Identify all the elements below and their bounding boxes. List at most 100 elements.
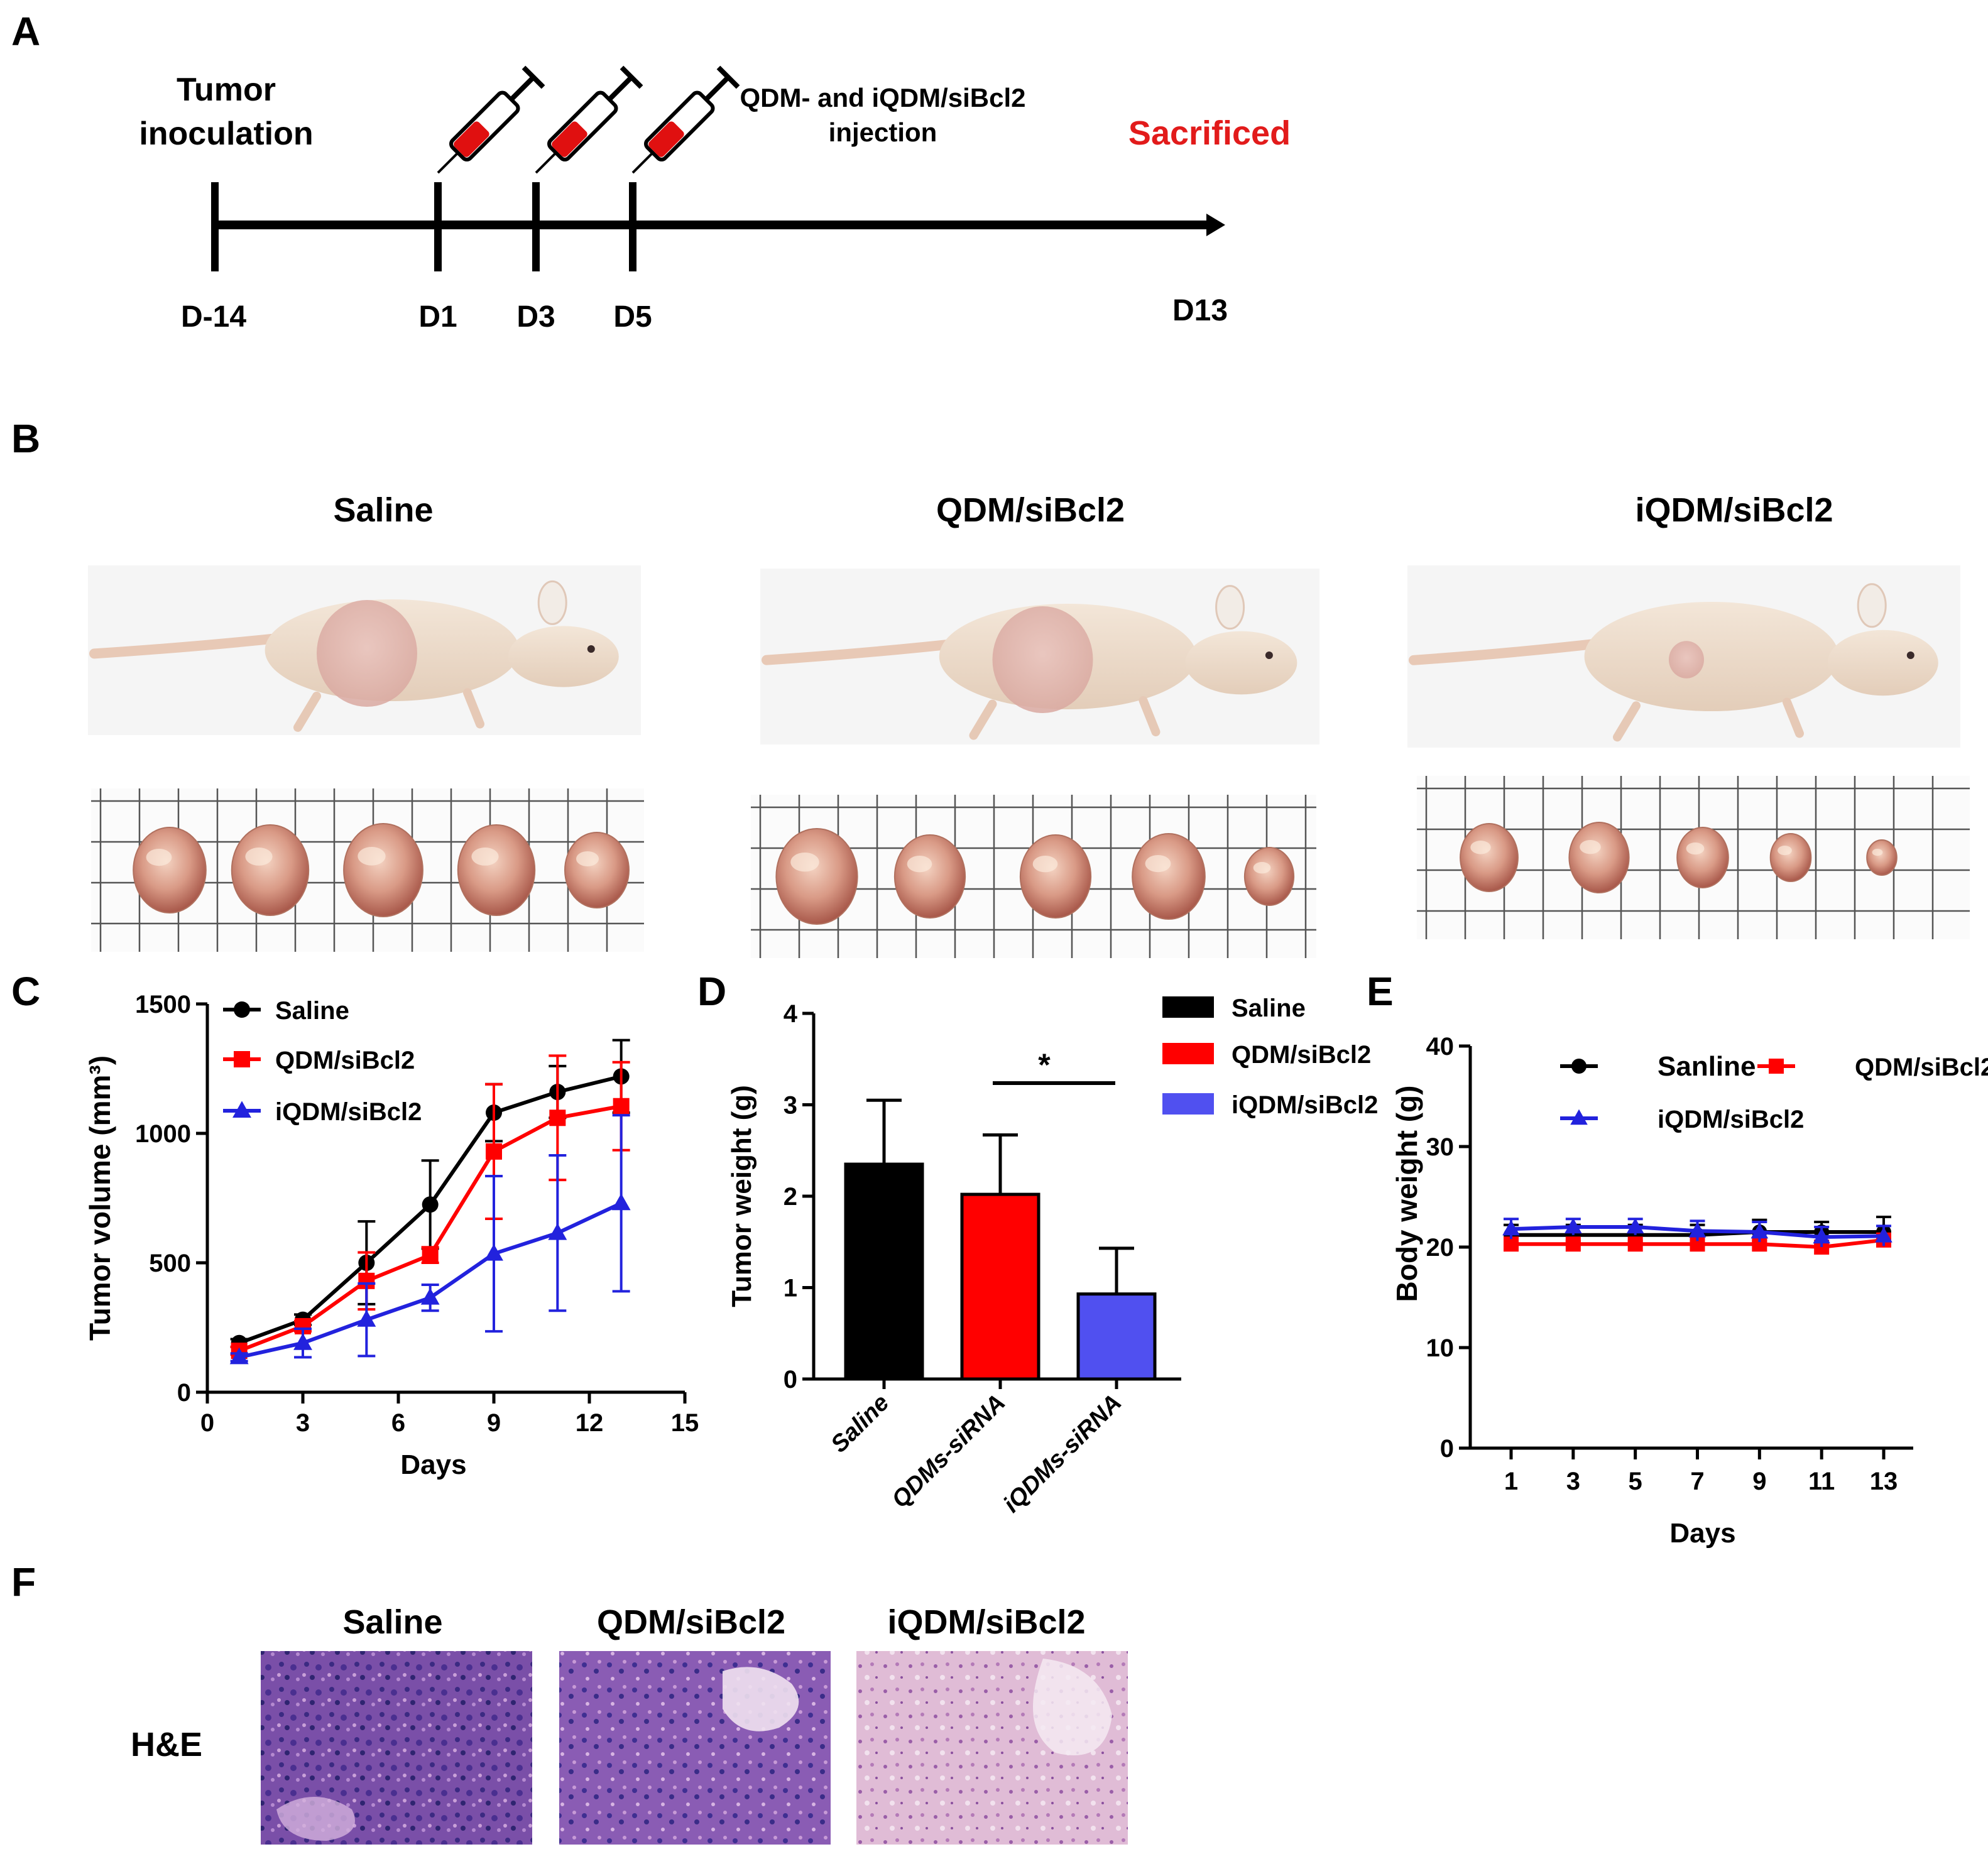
sacrificed-label: Sacrificed	[1128, 114, 1291, 152]
photo-group-title-qdm: QDM/siBcl2	[936, 491, 1125, 529]
data-point	[1750, 1223, 1769, 1239]
x-tick-label: 5	[1629, 1468, 1642, 1495]
x-tick-label: 11	[1808, 1468, 1835, 1495]
legend-marker	[234, 1001, 250, 1018]
legend-label: QDM/siBcl2	[1232, 1041, 1371, 1069]
x-tick-label: 9	[1752, 1468, 1766, 1495]
syringe-icon	[535, 65, 643, 174]
mouse-head	[508, 626, 619, 687]
x-tick-label: Saline	[826, 1390, 895, 1458]
x-tick-label: 13	[1870, 1468, 1898, 1495]
tumor	[1460, 823, 1519, 892]
tumor-grid-photo	[91, 788, 644, 952]
tumor	[343, 823, 423, 917]
timeline-label-d1: D1	[418, 300, 457, 334]
data-point	[293, 1333, 312, 1350]
mouse-eye	[1265, 651, 1273, 659]
mouse-ear	[1857, 583, 1887, 628]
y-tick-label: 4	[784, 1000, 798, 1028]
data-point	[549, 1109, 566, 1126]
timeline-label-d13: D13	[1172, 294, 1228, 327]
legend-swatch	[1162, 1043, 1214, 1064]
legend-swatch	[1162, 996, 1214, 1018]
tumor-highlight	[1686, 842, 1705, 855]
panel-label-c: C	[11, 969, 40, 1014]
x-tick-label: 6	[391, 1409, 405, 1437]
histology-row-label: H&E	[131, 1726, 202, 1764]
mouse-leg	[969, 699, 997, 740]
tumor-highlight	[1032, 856, 1058, 873]
y-axis-label: Tumor volume (mm³)	[84, 1055, 116, 1341]
data-point	[422, 1246, 439, 1263]
legend-label: QDM/siBcl2	[1855, 1054, 1988, 1081]
histology-stroma-region	[1033, 1659, 1112, 1755]
panel-b: B Saline QDM/siBcl2 iQDM/siBcl2	[11, 416, 1970, 958]
y-tick-label: 30	[1426, 1133, 1455, 1161]
tumor-highlight	[1872, 849, 1883, 856]
data-point	[484, 1243, 503, 1261]
y-tick-label: 10	[1426, 1334, 1455, 1362]
legend-label: QDM/siBcl2	[275, 1047, 415, 1074]
series	[229, 1114, 631, 1365]
x-tick-label: 7	[1690, 1468, 1704, 1495]
x-tick-label: 12	[576, 1409, 604, 1437]
data-point	[548, 1223, 567, 1240]
tumor-highlight	[1253, 862, 1271, 874]
tumor-highlight	[146, 849, 172, 866]
panel-a: A Tumor inoculation QDM- and iQDM/siBcl2…	[11, 9, 1291, 334]
data-point	[229, 1347, 249, 1365]
tumor-highlight	[1580, 840, 1601, 854]
tumor-inoculation-label-line1: Tumor	[177, 72, 276, 108]
data-point	[422, 1196, 439, 1213]
mouse-leg	[1783, 697, 1804, 738]
legend-label: Saline	[275, 997, 349, 1025]
bar	[960, 1192, 1040, 1381]
tumor	[1676, 827, 1729, 888]
data-point	[486, 1143, 502, 1160]
y-tick-label: 2	[784, 1183, 797, 1211]
data-point	[1875, 1227, 1892, 1243]
x-tick-label: 0	[200, 1409, 214, 1437]
data-point	[1565, 1218, 1582, 1234]
mouse-photo	[1407, 565, 1960, 748]
y-tick-label: 0	[784, 1366, 797, 1393]
histology-title-saline: Saline	[342, 1603, 442, 1641]
mouse-eye	[587, 645, 595, 653]
tumor	[1769, 833, 1812, 882]
histology-stroma-region	[276, 1797, 355, 1841]
tumor	[1866, 839, 1898, 876]
histology-title-iqdm: iQDM/siBcl2	[887, 1603, 1085, 1641]
legend-label: iQDM/siBcl2	[1232, 1091, 1378, 1119]
tumor-highlight	[907, 856, 932, 873]
tumor	[893, 834, 966, 919]
tumor-highlight	[576, 851, 599, 866]
mouse-ear	[537, 580, 567, 625]
data-point	[611, 1193, 631, 1211]
panel-label-a: A	[11, 9, 40, 54]
legend-label: Saline	[1232, 995, 1306, 1022]
mouse-photo	[88, 565, 641, 735]
y-tick-label: 1500	[135, 991, 191, 1018]
tumor	[133, 827, 207, 913]
y-tick-label: 40	[1426, 1033, 1455, 1060]
timeline-arrow-head	[1206, 214, 1225, 236]
tumor-highlight	[1778, 846, 1792, 856]
data-point	[1502, 1219, 1520, 1236]
tumor-inoculation-label-line2: inoculation	[139, 116, 313, 152]
legend-swatch	[1162, 1093, 1214, 1115]
mouse-leg	[463, 688, 484, 729]
mouse-body	[1584, 602, 1839, 711]
mouse-ear	[1215, 585, 1245, 630]
tumor-highlight	[245, 848, 273, 866]
syringe-icon	[437, 65, 545, 174]
mouse-head	[1185, 631, 1297, 695]
x-tick-label: iQDMs-siRNA	[998, 1390, 1127, 1518]
histology-image-qdm	[559, 1651, 831, 1845]
data-point	[1813, 1228, 1830, 1244]
data-point	[1688, 1222, 1707, 1238]
y-tick-label: 1000	[135, 1120, 191, 1148]
legend-marker	[234, 1051, 250, 1067]
tumor-highlight	[1145, 855, 1171, 873]
